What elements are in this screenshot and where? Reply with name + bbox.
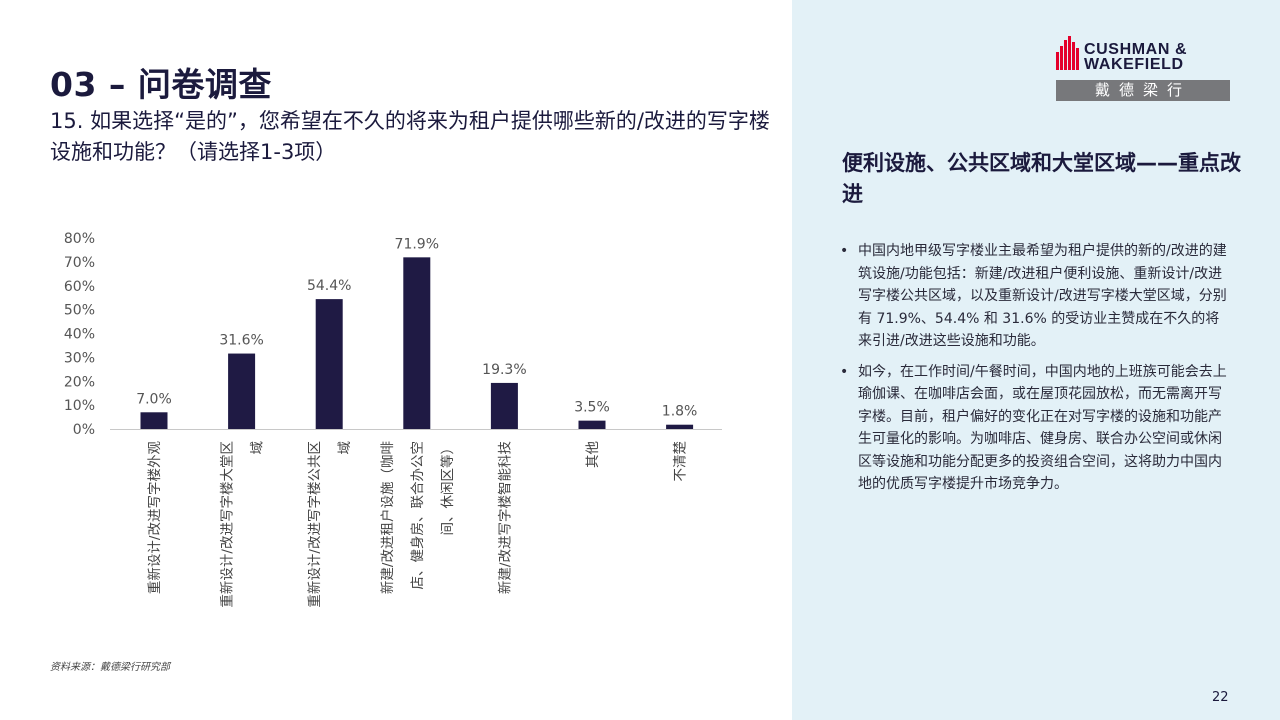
x-tick-label: 重新设计/改进写字楼大堂区: [220, 441, 236, 608]
x-tick-label: 重新设计/改进写字楼公共区: [307, 441, 323, 608]
survey-question: 15. 如果选择“是的”，您希望在不久的将来为租户提供哪些新的/改进的写字楼设施…: [50, 109, 770, 164]
data-label: 54.4%: [307, 278, 351, 294]
section-title: 03 – 问卷调查: [50, 65, 272, 104]
sidebar-heading: 便利设施、公共区域和大堂区域——重点改进: [842, 151, 1241, 206]
bar-chart: 0% 10% 20% 30% 40% 50% 60% 70% 80% 7.0% 31.6% 54.4…: [64, 231, 722, 608]
bars: [140, 257, 694, 429]
company-logo: CUSHMAN & WAKEFIELD 戴德梁行: [1056, 36, 1232, 102]
x-tick-label: 间、休闲区等）: [439, 441, 456, 536]
logo-line-1: CUSHMAN &: [1084, 41, 1188, 58]
data-labels: 7.0% 31.6% 54.4% 71.9% 19.3% 3.5% 1.8%: [136, 236, 697, 419]
x-tick-label: 不清楚: [673, 441, 689, 482]
y-tick-label: 80%: [64, 231, 95, 247]
x-tick-label: 其他: [585, 441, 601, 468]
logo-wordmark: CUSHMAN & WAKEFIELD: [1084, 41, 1188, 73]
y-axis-ticks: 0% 10% 20% 30% 40% 50% 60% 70% 80%: [64, 231, 95, 438]
bar: [490, 382, 518, 429]
bar: [140, 412, 168, 429]
bar: [228, 353, 256, 429]
y-tick-label: 70%: [64, 255, 95, 271]
y-tick-label: 40%: [64, 327, 95, 343]
y-tick-label: 50%: [64, 303, 95, 319]
bar: [578, 420, 606, 429]
y-tick-label: 60%: [64, 279, 95, 295]
data-label: 31.6%: [219, 333, 263, 349]
y-tick-label: 30%: [64, 350, 95, 366]
data-label: 1.8%: [662, 404, 698, 420]
page-number: 22: [1212, 690, 1229, 705]
y-tick-label: 0%: [73, 422, 95, 438]
y-tick-label: 10%: [64, 398, 95, 414]
main-panel: 03 – 问卷调查 15. 如果选择“是的”，您希望在不久的将来为租户提供哪些新…: [50, 65, 770, 673]
bar: [666, 424, 694, 429]
x-tick-label: 域: [250, 441, 266, 455]
logo-chinese-name: 戴德梁行: [1056, 80, 1230, 101]
bullet-text: 如今，在工作时间/午餐时间，中国内地的上班族可能会去上瑜伽课、在咖啡店会面，或在…: [858, 363, 1227, 493]
sidebar-bullets: • 中国内地甲级写字楼业主最希望为租户提供的新的/改进的建筑设施/功能包括：新建/…: [838, 240, 1230, 504]
bullet-dot-icon: •: [840, 363, 849, 380]
logo-building-icon: [1056, 36, 1079, 70]
source-note: 资料来源：戴德梁行研究部: [50, 662, 170, 673]
bullet-text: 中国内地甲级写字楼业主最希望为租户提供的新的/改进的建筑设施/功能包括：新建/改…: [858, 243, 1227, 349]
x-tick-label: 域: [337, 441, 353, 455]
y-tick-label: 20%: [64, 374, 95, 390]
x-tick-label: 重新设计/改进写字楼外观: [147, 441, 163, 595]
x-tick-label: 新建/改进写字楼智能科技: [497, 441, 513, 595]
x-axis-labels: 重新设计/改进写字楼外观 重新设计/改进写字楼大堂区域重新设计/改进写字楼公共区域…: [147, 441, 689, 608]
x-tick-label: 新建/改进租户设施（咖啡: [379, 441, 396, 594]
bullet-dot-icon: •: [840, 243, 849, 259]
bar: [315, 299, 343, 429]
sidebar-panel: [792, 0, 1280, 720]
data-label: 3.5%: [574, 400, 610, 416]
logo-line-2: WAKEFIELD: [1084, 56, 1184, 73]
data-label: 19.3%: [482, 362, 526, 378]
bullet-item: • 如今，在工作时间/午餐时间，中国内地的上班族可能会去上瑜伽课、在咖啡店会面，或…: [838, 361, 1230, 496]
bullet-item: • 中国内地甲级写字楼业主最希望为租户提供的新的/改进的建筑设施/功能包括：新建/…: [838, 240, 1230, 353]
data-label: 71.9%: [395, 236, 439, 252]
bar: [403, 257, 431, 429]
data-label: 7.0%: [136, 391, 172, 407]
x-tick-label: 店、健身房、联合办公空: [410, 441, 426, 590]
